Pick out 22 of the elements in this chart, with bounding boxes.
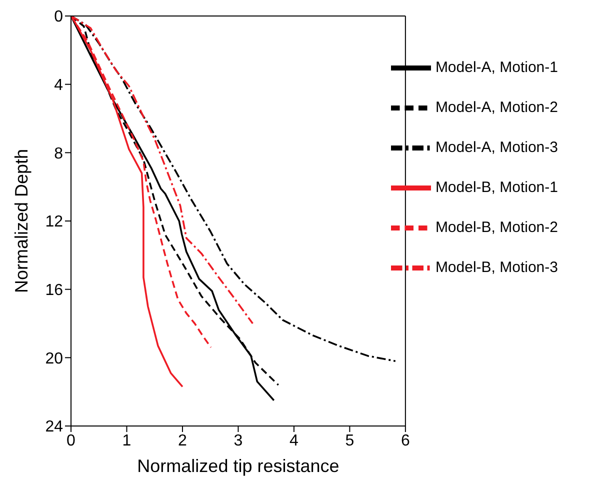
x-tick-label: 3 xyxy=(234,432,243,450)
legend-label: Model-B, Motion-3 xyxy=(435,258,558,276)
x-tick-label: 0 xyxy=(66,432,76,450)
y-tick-label: 24 xyxy=(45,418,64,436)
legend-label: Model-A, Motion-1 xyxy=(435,58,558,76)
x-tick-label: 2 xyxy=(178,432,188,450)
x-tick-label: 6 xyxy=(400,432,410,450)
legend-label: Model-B, Motion-1 xyxy=(435,178,558,196)
x-tick-label: 4 xyxy=(290,432,299,450)
x-tick-label: 5 xyxy=(345,432,354,450)
x-tick-label: 1 xyxy=(122,432,132,450)
y-tick-label: 8 xyxy=(54,145,64,162)
x-axis-title: Normalized tip resistance xyxy=(137,456,340,476)
y-tick-label: 0 xyxy=(54,8,64,26)
y-tick-label: 16 xyxy=(45,282,64,300)
legend-label: Model-A, Motion-3 xyxy=(435,138,558,156)
y-tick-label: 20 xyxy=(45,350,64,368)
y-tick-label: 12 xyxy=(45,214,64,231)
legend-label: Model-B, Motion-2 xyxy=(435,218,558,236)
y-axis-title: Normalized Depth xyxy=(11,148,32,294)
y-tick-label: 4 xyxy=(54,77,64,94)
legend-label: Model-A, Motion-2 xyxy=(435,98,558,116)
